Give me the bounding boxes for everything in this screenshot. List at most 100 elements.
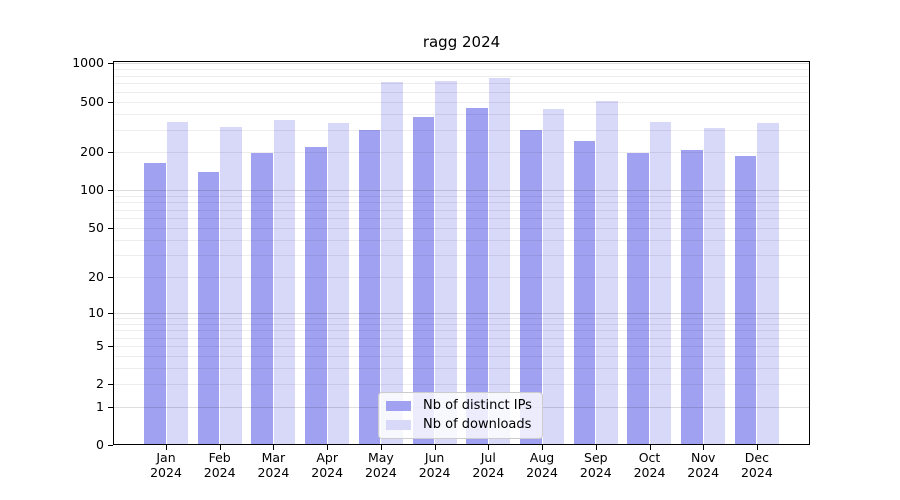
legend-item-distinct-ips: Nb of distinct IPs: [386, 396, 537, 416]
legend: Nb of distinct IPs Nb of downloads: [378, 392, 543, 439]
bar-downloads: [166, 122, 188, 445]
bar-downloads: [220, 127, 242, 445]
gridline-minor: [113, 227, 810, 229]
bar-downloads: [273, 119, 296, 445]
bars-layer: [113, 61, 810, 445]
gridline-minor: [113, 113, 810, 115]
chart-title: ragg 2024: [422, 33, 501, 51]
x-axis-tick: [434, 445, 436, 450]
y-axis-tick-label: 20: [88, 268, 104, 284]
x-axis-tick-label: Jul 2024: [472, 450, 505, 480]
y-axis-tick: [108, 152, 113, 153]
gridline-minor: [113, 101, 810, 103]
legend-item-downloads: Nb of downloads: [386, 416, 537, 436]
x-axis-tick: [219, 445, 221, 450]
y-axis-tick-label: 2: [96, 376, 104, 392]
x-axis-tick-label: Aug 2024: [526, 450, 558, 480]
gridline-minor: [113, 323, 810, 325]
y-axis-tick-label: 5: [96, 338, 104, 353]
bar-distinct-ips: [251, 152, 273, 445]
gridline-minor: [113, 356, 810, 358]
bar-distinct-ips: [144, 162, 166, 445]
y-axis-tick: [108, 384, 113, 386]
x-axis-tick-label: Nov 2024: [687, 450, 720, 480]
gridline-minor: [113, 368, 810, 370]
y-axis-tick-label: 100: [80, 182, 104, 198]
gridline-minor: [113, 255, 810, 257]
x-axis-tick: [595, 445, 597, 450]
y-axis-tick-label: 1: [96, 398, 104, 414]
gridline-minor: [113, 195, 810, 197]
x-axis-tick: [380, 445, 382, 450]
x-axis-tick-label: Oct 2024: [633, 450, 666, 480]
gridline-minor: [113, 239, 810, 241]
bar-downloads: [596, 101, 618, 445]
x-axis-tick: [542, 445, 543, 450]
gridline-major: [113, 63, 810, 65]
gridline-minor: [113, 202, 810, 204]
plot-area: Nb of distinct IPs Nb of downloads: [113, 61, 810, 445]
bar-distinct-ips: [520, 129, 542, 445]
y-axis-tick: [108, 346, 113, 347]
x-axis-tick: [488, 445, 490, 450]
gridline-minor: [113, 330, 810, 332]
bar-downloads: [703, 127, 726, 445]
bar-distinct-ips: [627, 152, 649, 445]
y-axis-tick-label: 50: [88, 219, 104, 235]
bar-distinct-ips: [358, 129, 381, 445]
bar-distinct-ips: [734, 155, 757, 445]
y-axis-tick-label: 0: [96, 437, 104, 452]
y-axis-tick: [108, 227, 113, 229]
gridline-minor: [113, 75, 810, 77]
y-axis-tick: [108, 445, 113, 446]
x-axis-tick: [703, 445, 705, 450]
x-axis-tick: [166, 445, 167, 450]
x-axis-tick-label: Apr 2024: [311, 450, 344, 480]
bar-downloads: [435, 80, 457, 445]
y-axis-tick: [108, 406, 113, 408]
gridline-minor: [113, 209, 810, 211]
gridline-major: [113, 312, 810, 314]
gridline-minor: [113, 346, 810, 347]
y-axis-tick: [108, 312, 113, 314]
gridline-minor: [113, 83, 810, 84]
x-axis-tick: [756, 445, 758, 450]
bar-distinct-ips: [466, 107, 488, 445]
gridline-minor: [113, 317, 810, 319]
gridline-minor: [113, 384, 810, 386]
x-axis-tick: [327, 445, 329, 450]
legend-swatch-downloads-icon: [386, 420, 411, 431]
bar-downloads: [327, 122, 350, 445]
y-axis-tick: [108, 190, 113, 192]
bar-downloads: [757, 122, 779, 445]
x-axis-tick-label: Dec 2024: [740, 450, 773, 480]
bar-distinct-ips: [681, 150, 703, 445]
bar-distinct-ips: [573, 140, 596, 445]
y-axis-tick: [108, 63, 113, 65]
gridline-minor: [113, 276, 810, 278]
gridline-minor: [113, 152, 810, 153]
y-axis-tick-label: 200: [80, 144, 104, 159]
gridline-major: [113, 190, 810, 192]
x-axis-tick-label: Jun 2024: [418, 450, 451, 480]
gridline-minor: [113, 69, 810, 71]
gridline-minor: [113, 337, 810, 339]
y-axis-tick-label: 10: [88, 304, 104, 320]
bar-distinct-ips: [197, 171, 220, 445]
x-axis-tick-label: May 2024: [364, 450, 397, 480]
gridline-minor: [113, 91, 810, 93]
y-axis-tick-label: 1000: [72, 55, 104, 71]
x-axis-tick: [649, 445, 651, 450]
bar-downloads: [542, 109, 565, 445]
bar-downloads: [488, 77, 511, 445]
bar-downloads: [381, 82, 403, 445]
y-axis-tick: [108, 276, 113, 278]
x-axis-tick-label: Jan 2024: [150, 450, 182, 480]
legend-swatch-distinct-ips-icon: [386, 400, 411, 411]
legend-label-distinct-ips: Nb of distinct IPs: [423, 397, 532, 413]
gridline-minor: [113, 129, 810, 131]
y-axis-tick: [108, 101, 113, 103]
bar-distinct-ips: [412, 116, 435, 445]
x-axis-tick-label: Feb 2024: [203, 450, 236, 480]
